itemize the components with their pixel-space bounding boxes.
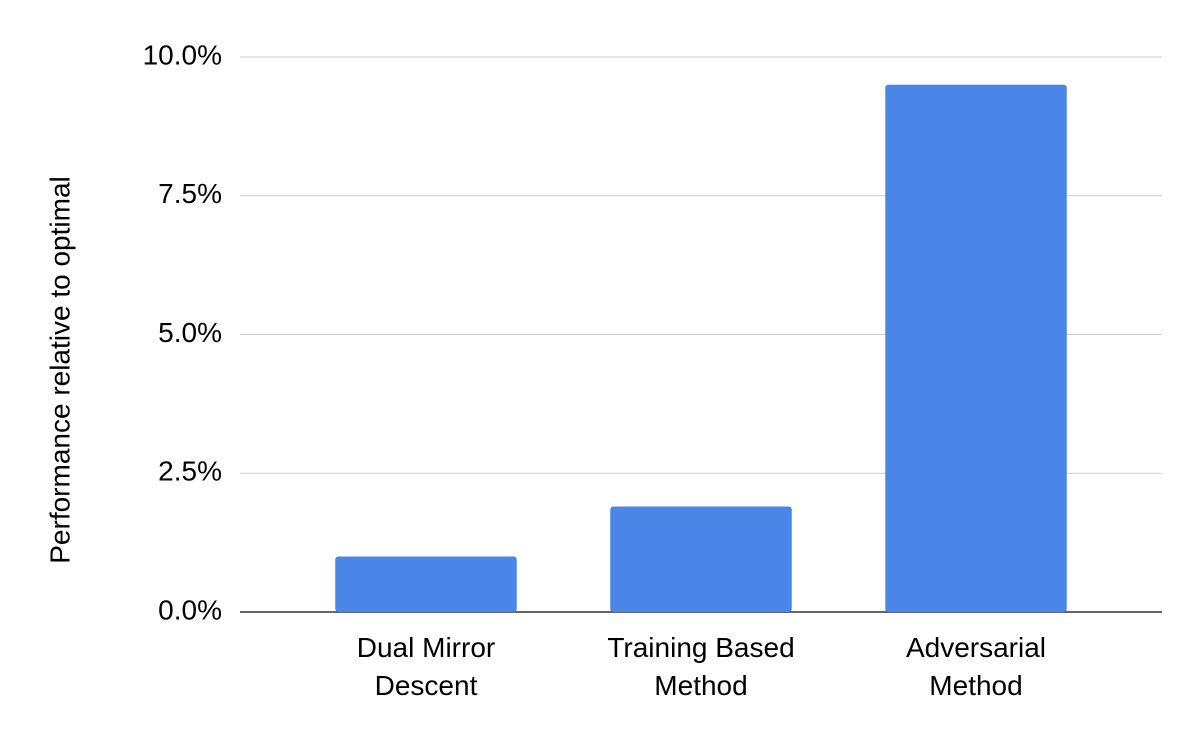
y-tick-label: 10.0%: [143, 39, 222, 70]
y-tick-label: 0.0%: [158, 594, 222, 625]
y-axis-title: Performance relative to optimal: [44, 176, 75, 564]
y-tick-label: 2.5%: [158, 456, 222, 487]
y-tick-label: 5.0%: [158, 317, 222, 348]
x-tick-label: Training Based Method: [607, 632, 795, 701]
x-tick-label: Adversarial Method: [905, 632, 1047, 701]
bar: [885, 84, 1067, 612]
bar: [610, 506, 792, 612]
y-tick-label: 7.5%: [158, 178, 222, 209]
bar: [335, 556, 517, 612]
x-tick-label: Dual Mirror Descent: [356, 632, 496, 701]
